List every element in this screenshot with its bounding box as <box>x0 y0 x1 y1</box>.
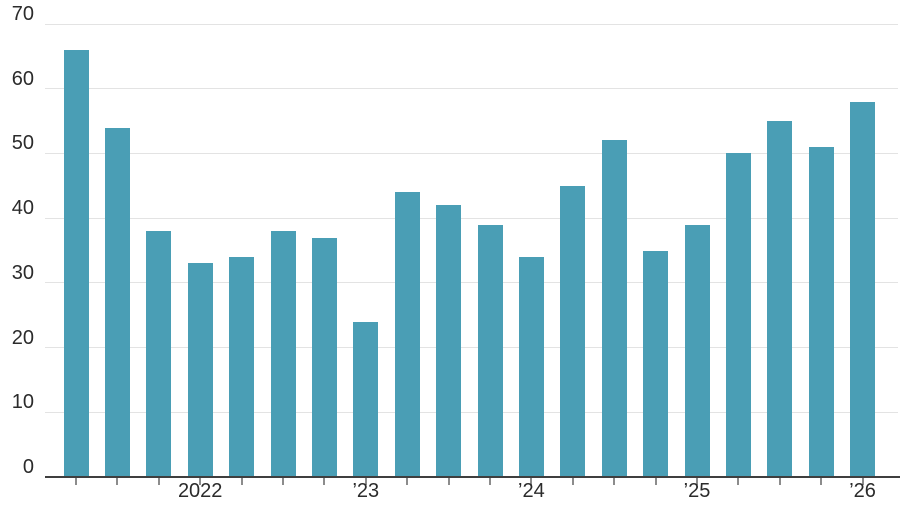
bar-12 <box>518 256 544 477</box>
x-tick-mark-12 <box>530 478 533 485</box>
x-axis-label-1: 2022 <box>177 480 223 502</box>
gridline-40 <box>45 217 898 219</box>
x-axis-line <box>45 476 900 478</box>
bar-4 <box>187 263 213 477</box>
y-axis-label-40: 40 <box>11 197 34 220</box>
x-axis-label-2: ’23 <box>352 480 380 502</box>
x-tick-mark-16 <box>696 478 698 485</box>
bar-6 <box>270 231 296 477</box>
gridline-10 <box>45 411 898 413</box>
bar-11 <box>477 224 503 477</box>
bar-2 <box>104 127 130 477</box>
bar-18 <box>767 121 793 477</box>
x-tick-mark-4 <box>199 478 202 485</box>
gridline-20 <box>45 347 898 349</box>
x-axis-label-3: ’24 <box>518 480 545 502</box>
gridline-70 <box>45 23 898 25</box>
x-tick-mark-11 <box>489 478 491 485</box>
x-tick-mark-17 <box>737 478 740 485</box>
bar-1 <box>63 49 89 477</box>
gridline-60 <box>45 88 898 90</box>
y-axis-label-50: 50 <box>11 132 34 155</box>
x-tick-mark-5 <box>240 478 243 485</box>
bar-5 <box>229 256 255 477</box>
x-tick-mark-3 <box>157 478 160 485</box>
gridline-30 <box>45 282 898 284</box>
x-tick-mark-13 <box>571 478 574 485</box>
x-tick-mark-7 <box>323 478 326 485</box>
bar-17 <box>725 153 751 477</box>
bar-10 <box>436 205 462 477</box>
bar-16 <box>684 224 710 477</box>
x-tick-mark-6 <box>282 478 284 485</box>
bar-15 <box>643 250 669 477</box>
x-tick-mark-18 <box>778 478 781 485</box>
bar-14 <box>601 140 627 477</box>
bar-8 <box>353 321 379 477</box>
y-axis-label-20: 20 <box>11 326 34 349</box>
x-tick-mark-9 <box>406 478 409 485</box>
y-axis-label-70: 70 <box>11 3 34 25</box>
bar-9 <box>394 192 420 477</box>
x-tick-mark-1 <box>75 478 77 485</box>
x-tick-mark-14 <box>613 478 616 485</box>
y-axis-label-10: 10 <box>11 391 34 414</box>
x-tick-mark-8 <box>364 478 367 485</box>
y-axis-label-0: 0 <box>22 456 34 478</box>
bar-3 <box>146 231 172 477</box>
x-tick-mark-10 <box>447 478 450 485</box>
bar-13 <box>560 185 586 477</box>
y-axis-label-60: 60 <box>11 67 34 90</box>
y-axis-label-30: 30 <box>11 261 34 284</box>
x-tick-mark-20 <box>861 478 864 485</box>
x-axis-label-4: ’25 <box>683 480 711 502</box>
x-tick-mark-15 <box>654 478 657 485</box>
x-tick-mark-2 <box>116 478 119 485</box>
gridline-50 <box>45 152 898 154</box>
bar-20 <box>850 101 876 477</box>
x-axis-label-5: ’26 <box>849 480 876 502</box>
bar-19 <box>808 146 834 477</box>
bar-7 <box>311 237 337 477</box>
x-tick-mark-19 <box>820 478 823 485</box>
